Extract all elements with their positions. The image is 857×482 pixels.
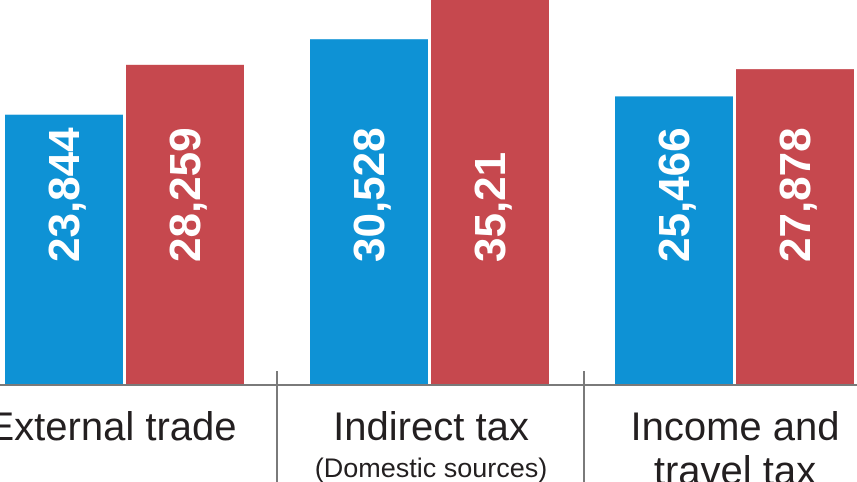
bar-2-series-1 — [310, 39, 428, 385]
category-labels: External trade Indirect tax (Domestic sour… — [0, 405, 840, 482]
bar-1-series-2 — [126, 64, 244, 384]
bar-value-label: 35,21 — [466, 152, 515, 262]
category-sublabel-2: (Domestic sources) — [315, 453, 548, 482]
bar-value-label: 25,466 — [650, 127, 699, 262]
bar-3-series-1 — [615, 96, 733, 384]
bar-value-label: 28,259 — [161, 127, 210, 262]
bar-value-label: 27,878 — [771, 127, 820, 262]
bar-2-series-2 — [431, 0, 549, 385]
bar-value-label: 30,528 — [345, 127, 394, 262]
bar-value-label: 23,844 — [40, 127, 89, 262]
category-label-3: Income and — [630, 405, 839, 449]
category-sublabel-3: travel tax — [654, 449, 816, 482]
x-axis — [0, 371, 857, 482]
bars-layer — [5, 0, 854, 385]
bar-1-series-1 — [5, 114, 123, 384]
category-label-2: Indirect tax — [333, 405, 529, 449]
bar-3-series-2 — [736, 69, 854, 385]
bar-labels-layer: 23,844 28,259 30,528 35,21 25,466 27,878 — [40, 127, 820, 262]
category-label-1: External trade — [0, 405, 237, 449]
